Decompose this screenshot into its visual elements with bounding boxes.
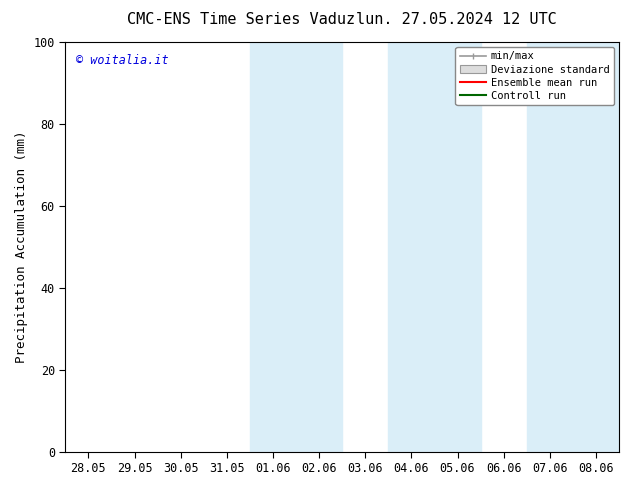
Text: CMC-ENS Time Series Vaduz: CMC-ENS Time Series Vaduz xyxy=(127,12,355,27)
Bar xyxy=(527,42,619,452)
Bar xyxy=(388,42,481,452)
Legend: min/max, Deviazione standard, Ensemble mean run, Controll run: min/max, Deviazione standard, Ensemble m… xyxy=(455,47,614,105)
Text: © woitalia.it: © woitalia.it xyxy=(77,54,169,67)
Y-axis label: Precipitation Accumulation (mm): Precipitation Accumulation (mm) xyxy=(15,130,28,363)
Text: lun. 27.05.2024 12 UTC: lun. 27.05.2024 12 UTC xyxy=(356,12,557,27)
Bar xyxy=(250,42,342,452)
